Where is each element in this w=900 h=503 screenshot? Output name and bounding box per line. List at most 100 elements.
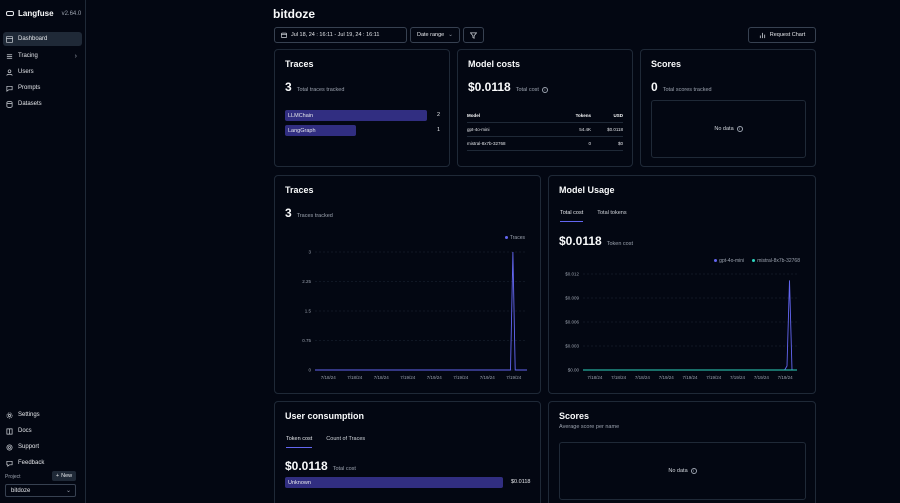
sidebar-item-dashboard[interactable]: Dashboard [3, 32, 82, 46]
sidebar-item-settings[interactable]: Settings [3, 408, 82, 422]
traces-card: Traces 3 Total traces tracked LLMChain 2… [274, 49, 450, 167]
request-chart-button[interactable]: Request Chart [748, 27, 816, 43]
chevron-down-icon: ⌄ [65, 488, 71, 494]
tracing-icon [6, 53, 13, 59]
model-usage-line-chart: $0.012 $0.009 $0.006 $0.003 $0.00 7/18/24 7/18… [565, 272, 797, 380]
traces-count: 3 [285, 80, 292, 94]
traces-line-chart: 3 2.25 1.5 0.75 0 7/18/24 7/18/24 7/18/24 7/19/2… [302, 250, 527, 380]
model-usage-metric: $0.0118 Token cost [559, 234, 633, 248]
model-cell: mistral-8x7b-32768 [467, 141, 506, 146]
trace-bar-llmchain: LLMChain [285, 110, 427, 121]
calendar-icon [281, 32, 287, 38]
project-select[interactable]: bitdoze ⌄ [5, 484, 76, 497]
info-icon[interactable]: i [736, 126, 743, 132]
datasets-icon [6, 100, 13, 108]
app-name: Langfuse [18, 9, 54, 18]
sidebar-item-label: Tracing [18, 53, 38, 59]
info-icon[interactable]: i [690, 468, 697, 474]
filter-button[interactable] [463, 27, 484, 43]
dashboard-icon [6, 35, 13, 43]
y-tick-label: $0.00 [568, 368, 580, 373]
book-icon [6, 428, 13, 434]
scores-average-sub: Average score per name [559, 424, 620, 430]
info-icon[interactable]: i [541, 87, 548, 93]
sidebar-item-label: Datasets [18, 101, 42, 107]
new-project-button[interactable]: + New [52, 471, 76, 481]
traces-chart-metric: 3 Traces tracked [285, 206, 333, 220]
sidebar: Langfuse v2.64.0 Dashboard Tracing › Use… [0, 0, 86, 503]
model-usage-total: $0.0118 [559, 234, 602, 248]
tab-total-cost[interactable]: Total cost [560, 210, 584, 222]
user-consumption-title: User consumption [285, 411, 365, 421]
support-icon [6, 444, 13, 450]
date-range-select[interactable]: Date range ⌄ [410, 27, 460, 43]
user-consumption-total: $0.0118 [285, 459, 328, 473]
table-header: Model Tokens USD [467, 109, 623, 123]
sidebar-item-label: Docs [18, 428, 32, 434]
traces-chart-legend: Traces [504, 235, 525, 241]
y-tick-label: $0.006 [565, 320, 579, 325]
model-cell: gpt-4o-mini [467, 127, 490, 132]
sidebar-item-docs[interactable]: Docs [3, 424, 82, 438]
tab-total-tokens[interactable]: Total tokens [597, 210, 627, 216]
x-tick-label: 7/19/24 [778, 375, 794, 380]
app-version: v2.64.0 [61, 10, 82, 17]
column-header: USD [613, 113, 623, 118]
legend-label: gpt-4o-mini [719, 258, 745, 264]
table-row: gpt-4o-mini 54.4K $0.0118 [467, 123, 623, 137]
no-data-label: No data [668, 468, 688, 474]
tab-count-of-traces[interactable]: Count of Traces [326, 436, 366, 442]
project-label: Project [5, 474, 21, 480]
scores-metric: 0 Total scores tracked [651, 80, 712, 94]
sidebar-item-label: Feedback [18, 460, 45, 466]
plus-icon: + [55, 473, 60, 479]
model-costs-table: Model Tokens USD gpt-4o-mini 54.4K $0.01… [467, 109, 623, 151]
brand[interactable]: Langfuse v2.64.0 [6, 9, 81, 18]
date-range-picker[interactable]: Jul 18, 24 : 16:11 - Jul 19, 24 : 16:11 [274, 27, 407, 43]
sidebar-item-feedback[interactable]: Feedback [3, 456, 82, 470]
x-tick-label: 7/18/24 [587, 375, 603, 380]
y-tick-label: 1.5 [305, 309, 312, 314]
langfuse-logo-icon [6, 11, 14, 16]
feedback-icon [6, 460, 13, 467]
model-costs-card: Model costs $0.0118 Total cost i Model T… [457, 49, 633, 167]
date-range-value: Jul 18, 24 : 16:11 - Jul 19, 24 : 16:11 [291, 32, 380, 38]
users-icon [6, 68, 13, 76]
legend-label: Traces [509, 235, 525, 241]
tokens-cell: 0 [588, 141, 591, 146]
sidebar-item-support[interactable]: Support [3, 440, 82, 454]
x-tick-label: 7/19/24 [730, 375, 746, 380]
y-tick-label: 0.75 [302, 338, 311, 343]
tab-token-cost[interactable]: Token cost [286, 436, 313, 448]
project-name: bitdoze [11, 487, 31, 494]
column-header: Tokens [575, 113, 591, 118]
x-tick-label: 7/18/24 [347, 375, 363, 380]
sidebar-item-prompts[interactable]: Prompts [3, 81, 82, 95]
x-tick-label: 7/18/24 [321, 375, 337, 380]
trace-bar-langgraph: LangGraph [285, 125, 356, 136]
sidebar-item-datasets[interactable]: Datasets [3, 97, 82, 111]
series-line-traces [315, 251, 527, 371]
x-tick-label: 7/18/24 [611, 375, 627, 380]
trace-bar-value: 2 [437, 112, 441, 118]
sidebar-item-users[interactable]: Users [3, 65, 82, 79]
bar-chart-icon [759, 32, 765, 38]
x-tick-label: 7/19/24 [754, 375, 770, 380]
sidebar-item-label: Dashboard [18, 36, 48, 42]
y-tick-label: 2.25 [302, 279, 311, 284]
traces-chart-title: Traces [285, 185, 314, 195]
trace-bar-label: LLMChain [288, 112, 314, 119]
sidebar-item-tracing[interactable]: Tracing › [3, 49, 82, 63]
model-costs-total: $0.0118 [468, 80, 511, 94]
usd-cell: $0.0118 [607, 127, 623, 132]
scores-sub: Total scores tracked [662, 87, 712, 93]
x-tick-label: 7/19/24 [453, 375, 469, 380]
x-tick-label: 7/19/24 [400, 375, 416, 380]
legend-label: mistral-8x7b-32768 [757, 258, 800, 264]
y-tick-label: 3 [308, 250, 311, 255]
traces-chart-card: Traces 3 Traces tracked Traces 3 2.25 1.5 0… [274, 175, 541, 394]
sidebar-item-label: Users [18, 69, 34, 75]
sidebar-item-label: Support [18, 444, 40, 450]
prompts-icon [6, 85, 13, 92]
model-costs-title: Model costs [468, 59, 521, 69]
